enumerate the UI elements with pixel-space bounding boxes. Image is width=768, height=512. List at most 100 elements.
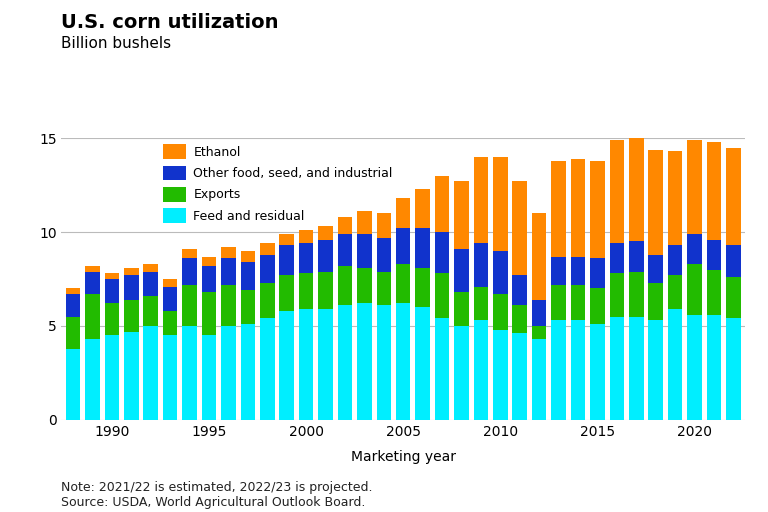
Bar (202, 257, 217, 266)
Bar (610, 243, 624, 273)
Bar (357, 268, 372, 304)
X-axis label: Marketing year: Marketing year (351, 450, 455, 464)
Bar (435, 318, 449, 420)
Bar (66, 288, 81, 294)
Bar (202, 292, 217, 335)
Bar (493, 157, 508, 251)
Bar (512, 181, 527, 275)
Bar (163, 287, 177, 311)
Bar (144, 296, 158, 326)
Bar (687, 140, 702, 234)
Bar (124, 332, 139, 420)
Bar (707, 142, 721, 240)
Bar (454, 292, 468, 326)
Bar (221, 326, 236, 420)
Bar (512, 333, 527, 420)
Bar (667, 275, 682, 309)
Bar (629, 136, 644, 242)
Text: U.S. corn utilization: U.S. corn utilization (61, 13, 279, 32)
Bar (240, 324, 255, 420)
Bar (474, 157, 488, 243)
Bar (299, 309, 313, 420)
Bar (124, 300, 139, 332)
Bar (648, 321, 663, 420)
Bar (571, 257, 585, 285)
Bar (357, 211, 372, 234)
Bar (687, 264, 702, 315)
Bar (474, 243, 488, 287)
Bar (338, 305, 353, 420)
Bar (435, 232, 449, 273)
Bar (280, 234, 294, 245)
Bar (551, 321, 566, 420)
Bar (85, 294, 100, 339)
Bar (396, 228, 410, 264)
Bar (493, 294, 508, 330)
Bar (299, 230, 313, 243)
Bar (667, 245, 682, 275)
Bar (396, 304, 410, 420)
Bar (66, 316, 81, 349)
Bar (415, 268, 430, 307)
Bar (260, 283, 274, 318)
Bar (435, 273, 449, 318)
Bar (182, 249, 197, 259)
Bar (66, 294, 81, 316)
Bar (648, 150, 663, 254)
Bar (338, 234, 353, 266)
Bar (415, 307, 430, 420)
Bar (144, 264, 158, 271)
Bar (707, 270, 721, 315)
Bar (396, 198, 410, 228)
Bar (512, 275, 527, 305)
Bar (163, 279, 177, 287)
Bar (163, 311, 177, 335)
Bar (240, 262, 255, 290)
Bar (629, 316, 644, 420)
Bar (551, 161, 566, 257)
Bar (260, 254, 274, 283)
Bar (454, 249, 468, 292)
Bar (687, 315, 702, 420)
Bar (415, 189, 430, 228)
Bar (240, 290, 255, 324)
Bar (280, 311, 294, 420)
Bar (104, 304, 119, 335)
Bar (85, 266, 100, 271)
Bar (182, 285, 197, 326)
Bar (551, 257, 566, 285)
Bar (163, 335, 177, 420)
Bar (629, 242, 644, 271)
Bar (221, 247, 236, 259)
Bar (610, 316, 624, 420)
Bar (357, 304, 372, 420)
Bar (338, 266, 353, 305)
Bar (707, 315, 721, 420)
Bar (260, 243, 274, 254)
Bar (726, 147, 740, 245)
Bar (590, 324, 604, 420)
Bar (707, 240, 721, 270)
Bar (338, 217, 353, 234)
Bar (104, 279, 119, 304)
Bar (590, 259, 604, 288)
Bar (532, 214, 546, 300)
Bar (280, 245, 294, 275)
Bar (454, 326, 468, 420)
Text: Billion bushels: Billion bushels (61, 36, 171, 51)
Bar (66, 349, 81, 420)
Bar (493, 251, 508, 294)
Bar (280, 275, 294, 311)
Bar (454, 181, 468, 249)
Bar (415, 228, 430, 268)
Bar (532, 300, 546, 326)
Bar (571, 159, 585, 257)
Bar (532, 326, 546, 339)
Bar (590, 161, 604, 259)
Bar (144, 326, 158, 420)
Bar (610, 273, 624, 316)
Bar (474, 287, 488, 321)
Bar (357, 234, 372, 268)
Bar (104, 335, 119, 420)
Bar (240, 251, 255, 262)
